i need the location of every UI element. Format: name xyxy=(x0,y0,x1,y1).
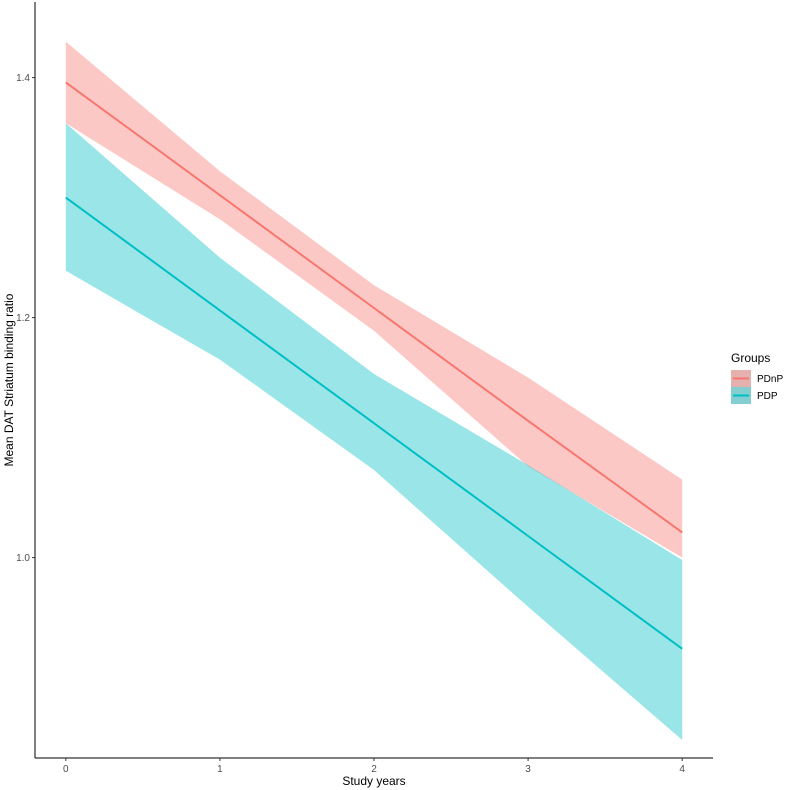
y-tick-label: 1.0 xyxy=(16,553,30,564)
legend-items: PDnP PDP xyxy=(731,370,783,404)
series-line-pdnp xyxy=(65,81,683,534)
y-tick-label: 1.4 xyxy=(16,73,30,84)
legend: Groups PDnP PDP xyxy=(731,351,783,404)
x-tick-label: 2 xyxy=(371,764,377,775)
x-axis-ticks: 0 1 2 3 4 xyxy=(63,758,685,775)
legend-title: Groups xyxy=(731,351,770,365)
legend-label-pdp: PDP xyxy=(757,391,778,402)
x-tick-label: 3 xyxy=(525,764,531,775)
y-tick-label: 1.2 xyxy=(16,313,30,324)
ci-band-pdnp xyxy=(65,41,683,558)
ci-band-pdp xyxy=(65,123,683,740)
y-axis-ticks: 1.0 1.2 1.4 xyxy=(16,73,35,564)
x-tick-label: 1 xyxy=(217,764,223,775)
confidence-bands xyxy=(65,41,683,740)
series-line-pdp xyxy=(65,196,683,650)
legend-label-pdnp: PDnP xyxy=(757,374,783,385)
y-axis-title: Mean DAT Striatum binding ratio xyxy=(2,293,16,466)
x-tick-label: 4 xyxy=(679,764,685,775)
fitted-lines xyxy=(65,81,683,650)
x-tick-label: 0 xyxy=(63,764,69,775)
x-axis-title: Study years xyxy=(342,774,405,788)
